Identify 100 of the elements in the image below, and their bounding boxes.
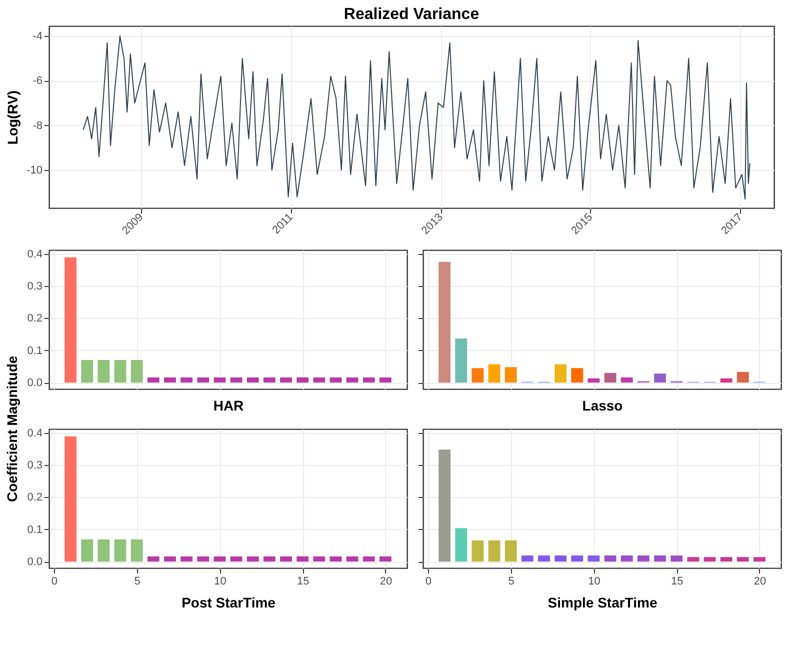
bar xyxy=(296,377,309,383)
bar xyxy=(571,555,584,562)
bar xyxy=(246,377,259,383)
x-tick-label: 5 xyxy=(508,576,514,588)
bar xyxy=(362,377,375,383)
bar xyxy=(736,372,749,383)
bar xyxy=(64,257,77,383)
bar xyxy=(438,450,451,562)
bar xyxy=(180,377,193,383)
bar xyxy=(147,377,160,383)
bar xyxy=(230,556,242,562)
bar xyxy=(704,557,716,562)
bar xyxy=(736,557,749,562)
y-tick-label: 0.2 xyxy=(27,312,42,325)
bar xyxy=(280,556,292,562)
bar xyxy=(230,377,242,383)
bar xyxy=(330,556,342,562)
bar xyxy=(81,539,94,562)
bar xyxy=(488,364,500,383)
bar xyxy=(296,556,309,562)
bar xyxy=(130,539,143,562)
y-tick-label: -6 xyxy=(32,75,42,88)
bar xyxy=(98,539,110,562)
bar xyxy=(720,557,732,562)
bar xyxy=(280,377,292,383)
bar xyxy=(164,556,176,562)
bar xyxy=(620,377,633,383)
bar xyxy=(620,555,633,562)
y-tick-label: 0.1 xyxy=(27,524,42,536)
bar xyxy=(538,555,550,562)
y-tick-label: -4 xyxy=(32,30,42,43)
bar xyxy=(263,556,276,562)
bar xyxy=(604,372,616,383)
bar xyxy=(455,528,468,562)
bar xyxy=(379,556,392,562)
y-axis-title: Log(RV) xyxy=(4,90,21,145)
bar xyxy=(246,556,259,562)
bar xyxy=(81,360,94,383)
bar xyxy=(637,555,650,562)
bar xyxy=(670,555,683,562)
bar xyxy=(64,436,77,562)
bar xyxy=(488,540,500,562)
x-tick-label: 0 xyxy=(51,576,58,588)
y-tick-label: 0.4 xyxy=(27,248,42,260)
bar xyxy=(588,555,600,562)
x-tick-label: 15 xyxy=(670,576,684,588)
y-tick-label: 0.0 xyxy=(27,377,42,390)
bar xyxy=(130,360,143,383)
bar xyxy=(313,556,326,562)
bar xyxy=(263,377,276,383)
y-axis-title: Coefficient Magnitude xyxy=(4,356,20,502)
bar xyxy=(214,556,226,562)
bar xyxy=(504,367,517,383)
y-tick-label: 0.3 xyxy=(27,460,42,472)
x-tick-label: 20 xyxy=(380,576,392,588)
bar xyxy=(571,368,584,383)
x-tick-label: 5 xyxy=(134,576,140,588)
bar xyxy=(720,378,732,383)
x-tick-label: 20 xyxy=(754,576,766,588)
bar xyxy=(180,556,193,562)
bar xyxy=(554,364,567,383)
bar xyxy=(313,377,326,383)
chart-title: Realized Variance xyxy=(344,6,480,23)
line-series xyxy=(82,36,750,200)
bar xyxy=(164,377,176,383)
bar xyxy=(379,377,392,383)
x-tick-label: 0 xyxy=(425,576,432,588)
y-tick-label: 0.0 xyxy=(27,556,42,568)
bar xyxy=(346,377,358,383)
bar xyxy=(654,374,666,383)
bar xyxy=(753,557,766,562)
bar xyxy=(504,540,517,562)
bar xyxy=(197,377,210,383)
bar xyxy=(472,540,484,562)
bar xyxy=(604,555,616,562)
bar xyxy=(472,368,484,383)
x-tick-label: 10 xyxy=(214,576,226,588)
bar xyxy=(455,338,468,383)
x-axis-title: HAR xyxy=(213,398,244,414)
y-tick-label: 0.3 xyxy=(27,280,42,293)
y-tick-label: 0.2 xyxy=(27,492,42,504)
bar xyxy=(554,555,567,562)
bar xyxy=(114,539,126,562)
x-tick-label: 10 xyxy=(588,576,600,588)
y-tick-label: 0.4 xyxy=(27,427,42,440)
bar xyxy=(98,360,110,383)
bar xyxy=(147,556,160,562)
bar xyxy=(330,377,342,383)
bar xyxy=(438,262,451,383)
x-axis-title: Simple StarTime xyxy=(548,594,658,610)
bar xyxy=(197,556,210,562)
bar xyxy=(346,556,358,562)
bar xyxy=(654,555,666,562)
y-tick-label: 0.1 xyxy=(27,344,42,357)
bar xyxy=(214,377,226,383)
bar xyxy=(588,378,600,383)
bar xyxy=(521,555,534,562)
x-axis-title: Lasso xyxy=(582,398,623,414)
y-tick-label: -8 xyxy=(32,120,42,132)
x-tick-label: 15 xyxy=(296,576,310,588)
